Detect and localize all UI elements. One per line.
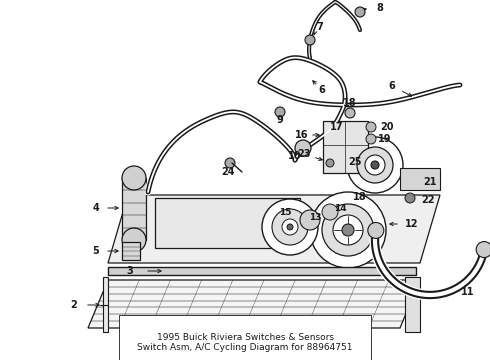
Text: 4: 4 <box>93 203 99 213</box>
Bar <box>103 277 108 332</box>
Circle shape <box>368 222 384 238</box>
Circle shape <box>322 204 374 256</box>
Circle shape <box>310 192 386 268</box>
Text: 16: 16 <box>295 130 309 140</box>
Text: 19: 19 <box>378 134 392 144</box>
Circle shape <box>326 159 334 167</box>
Circle shape <box>357 147 393 183</box>
Circle shape <box>342 224 354 236</box>
Bar <box>108 267 416 275</box>
Bar <box>400 168 440 190</box>
Text: 8: 8 <box>376 3 384 13</box>
Text: 18: 18 <box>343 98 357 108</box>
Text: 12: 12 <box>405 219 419 229</box>
Circle shape <box>287 224 293 230</box>
Text: 14: 14 <box>334 203 346 212</box>
Bar <box>405 277 420 332</box>
Circle shape <box>295 140 311 156</box>
Text: 11: 11 <box>461 287 475 297</box>
Circle shape <box>333 215 363 245</box>
Circle shape <box>122 166 146 190</box>
Polygon shape <box>88 280 420 328</box>
Circle shape <box>355 7 365 17</box>
Circle shape <box>262 199 318 255</box>
Text: 9: 9 <box>277 115 283 125</box>
Polygon shape <box>108 195 440 263</box>
Circle shape <box>476 242 490 257</box>
Text: 15: 15 <box>279 207 291 216</box>
Circle shape <box>347 137 403 193</box>
Text: 1: 1 <box>227 340 233 350</box>
Text: 18: 18 <box>353 192 367 202</box>
Circle shape <box>366 122 376 132</box>
Text: 21: 21 <box>423 177 437 187</box>
Circle shape <box>322 204 338 220</box>
Circle shape <box>305 35 315 45</box>
Circle shape <box>122 228 146 252</box>
Text: 3: 3 <box>126 266 133 276</box>
Text: 7: 7 <box>317 22 323 32</box>
Circle shape <box>366 134 376 144</box>
Text: 23: 23 <box>297 149 311 159</box>
Bar <box>155 198 300 248</box>
Circle shape <box>282 219 298 235</box>
Circle shape <box>345 108 355 118</box>
Circle shape <box>272 209 308 245</box>
Text: 6: 6 <box>318 85 325 95</box>
Text: 6: 6 <box>389 81 395 91</box>
Text: 2: 2 <box>71 300 77 310</box>
Text: 17: 17 <box>330 122 344 132</box>
Text: 25: 25 <box>348 157 362 167</box>
Bar <box>122 242 140 260</box>
Circle shape <box>371 161 379 169</box>
Text: 1995 Buick Riviera Switches & Sensors
Switch Asm, A/C Cycling Diagram for 889647: 1995 Buick Riviera Switches & Sensors Sw… <box>137 333 353 352</box>
Circle shape <box>225 158 235 168</box>
Text: 13: 13 <box>309 212 321 221</box>
Circle shape <box>300 210 320 230</box>
Text: 24: 24 <box>221 167 235 177</box>
Circle shape <box>405 193 415 203</box>
Text: 20: 20 <box>380 122 394 132</box>
Text: 5: 5 <box>93 246 99 256</box>
Circle shape <box>365 155 385 175</box>
Text: 10: 10 <box>288 151 302 161</box>
Bar <box>122 178 146 240</box>
Bar <box>323 121 368 173</box>
Circle shape <box>275 107 285 117</box>
Text: 22: 22 <box>421 195 435 205</box>
